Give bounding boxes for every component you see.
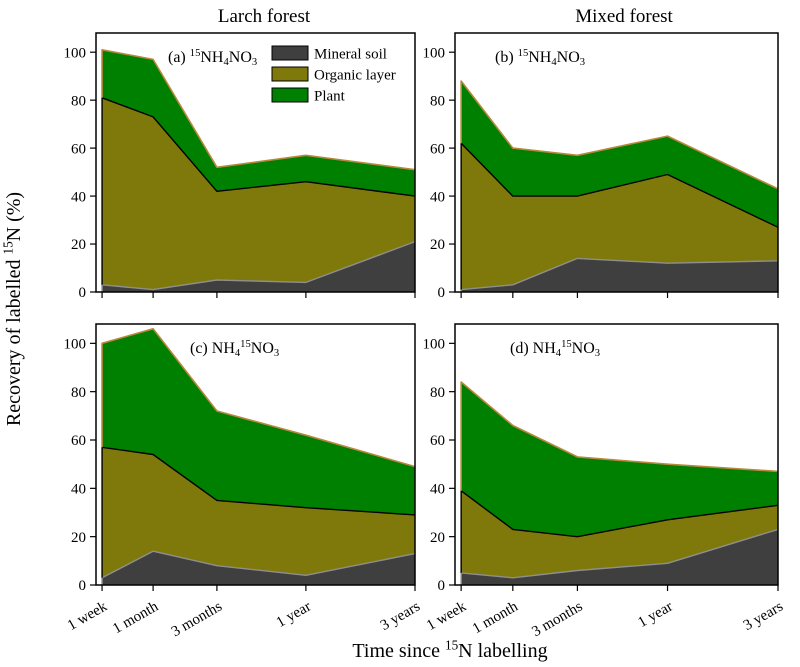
legend-swatch-mineral-soil (271, 45, 309, 61)
panel-c-y-tick-label: 0 (79, 578, 87, 594)
panel-d-y-tick-label: 0 (438, 578, 446, 594)
panel-a-y-tick-label: 100 (64, 45, 87, 61)
legend-swatch-organic-layer (271, 66, 309, 82)
panel-d-x-tick-label: 3 years (741, 599, 786, 634)
panel-c-y-tick-label: 100 (64, 337, 87, 353)
panel-a-y-tick-label: 0 (79, 285, 87, 301)
x-axis-label: Time since 15N labelling (352, 637, 547, 662)
panel-a-line-plant (101, 49, 416, 171)
panel-c: 0 20 40 60 80 100 1 week 1 month 3 months 1 year 3… (64, 323, 423, 641)
column-title-mixed-forest: Mixed forest (575, 6, 673, 27)
panel-d: 0 20 40 60 80 100 1 week 1 month 3 months 1 year 3… (423, 323, 786, 641)
panel-b-y-tick-label: 80 (430, 93, 445, 109)
panel-c-y-tick-label: 80 (71, 385, 86, 401)
panel-c-area-plant (102, 328, 415, 515)
panel-c-x-tick-label: 1 week (65, 598, 111, 634)
panel-b-line-plant (460, 80, 779, 190)
panel-d-y-tick-label: 20 (430, 530, 445, 546)
panel-a-area-organic-layer (102, 97, 415, 290)
panel-d-y-tick-label: 80 (430, 385, 445, 401)
panel-b-y-tick-label: 40 (430, 189, 445, 205)
panel-d-x-tick-label: 3 months (529, 599, 585, 641)
panel-d-area-mineral-soil (461, 529, 778, 585)
panel-b-frame (454, 32, 779, 293)
panel-b-line-organic-layer (460, 142, 779, 290)
panel-d-y-tick-label: 100 (423, 337, 446, 353)
panel-a-line-mineral-soil (101, 240, 416, 292)
y-axis-label: Recovery of labelled 15N (%) (0, 192, 25, 426)
panel-d-x-tick-label: 1 year (635, 599, 675, 631)
panel-b-y-tick-label: 60 (430, 141, 445, 157)
panel-d-line-plant (460, 381, 779, 491)
column-title-larch-forest: Larch forest (218, 6, 311, 27)
panel-c-label: (c) NH415NO3 (190, 339, 279, 359)
panel-a-y-tick-label: 60 (71, 141, 86, 157)
legend-label-mineral-soil: Mineral soil (314, 47, 387, 63)
panel-d-frame (454, 323, 779, 586)
panel-c-area-mineral-soil (102, 551, 415, 585)
panel-c-x-tick-label: 1 month (110, 598, 161, 637)
panel-c-line-mineral-soil (101, 550, 416, 585)
panel-c-line-organic-layer (101, 446, 416, 578)
panel-c-area-organic-layer (102, 447, 415, 578)
legend-label-plant: Plant (314, 89, 346, 105)
panel-d-line-organic-layer (460, 490, 779, 573)
panel-d-area-plant (461, 382, 778, 537)
panel-a-y-tick-label: 20 (71, 237, 86, 253)
panel-c-x-tick-label: 1 year (274, 599, 314, 631)
legend-label-organic-layer: Organic layer (314, 68, 396, 84)
panel-a-area-mineral-soil (102, 241, 415, 292)
panel-b: 0 20 40 60 80 100 (b) 15NH4NO3 (423, 32, 779, 301)
panel-b-y-tick-label: 100 (423, 45, 446, 61)
panel-b-line-mineral-soil (460, 257, 779, 292)
panel-b-y-tick-label: 0 (438, 285, 446, 301)
panel-d-y-tick-label: 40 (430, 482, 445, 498)
panel-c-x-tick-label: 3 years (378, 599, 423, 634)
legend-swatch-plant (271, 87, 309, 103)
panel-b-area-mineral-soil (461, 258, 778, 292)
panel-d-x-tick-label: 1 week (424, 598, 470, 634)
panel-b-area-plant (461, 81, 778, 228)
panel-d-line-mineral-soil (460, 528, 779, 585)
panel-a: 0 20 40 60 80 100 (a) 15NH4NO3 Mineral soil Orga… (64, 32, 416, 301)
panel-c-y-tick-label: 40 (71, 482, 86, 498)
panel-b-area-organic-layer (461, 143, 778, 290)
panel-c-x-tick-label: 3 months (169, 599, 225, 641)
panel-a-line-organic-layer (101, 97, 416, 285)
panel-d-area-organic-layer (461, 490, 778, 578)
panel-c-y-tick-label: 20 (71, 530, 86, 546)
panel-b-y-tick-label: 20 (430, 237, 445, 253)
panel-d-x-tick-label: 1 month (470, 598, 521, 637)
legend: Mineral soil Organic layer Plant (271, 45, 396, 105)
panel-a-y-tick-label: 80 (71, 93, 86, 109)
panel-a-frame (95, 32, 416, 293)
panel-d-label: (d) NH415NO3 (510, 339, 600, 359)
panel-a-label: (a) 15NH4NO3 (168, 48, 257, 68)
panel-d-y-tick-label: 60 (430, 433, 445, 449)
panel-b-label: (b) 15NH4NO3 (495, 48, 585, 68)
panel-a-y-tick-label: 40 (71, 189, 86, 205)
panel-c-line-plant (101, 328, 416, 468)
panel-c-frame (95, 323, 416, 586)
panel-c-y-tick-label: 60 (71, 433, 86, 449)
